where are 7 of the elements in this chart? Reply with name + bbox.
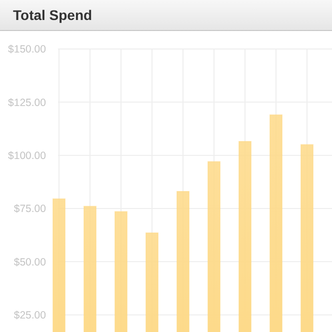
y-tick-label: $75.00 <box>14 203 46 216</box>
y-tick-label: $50.00 <box>14 256 46 268</box>
y-tick-label: $100.00 <box>8 150 46 162</box>
chart-title: Total Spend <box>13 7 92 23</box>
y-tick-label: $125.00 <box>8 96 46 109</box>
y-tick-label: $150.00 <box>8 44 46 56</box>
y-tick-label: $25.00 <box>14 310 46 322</box>
